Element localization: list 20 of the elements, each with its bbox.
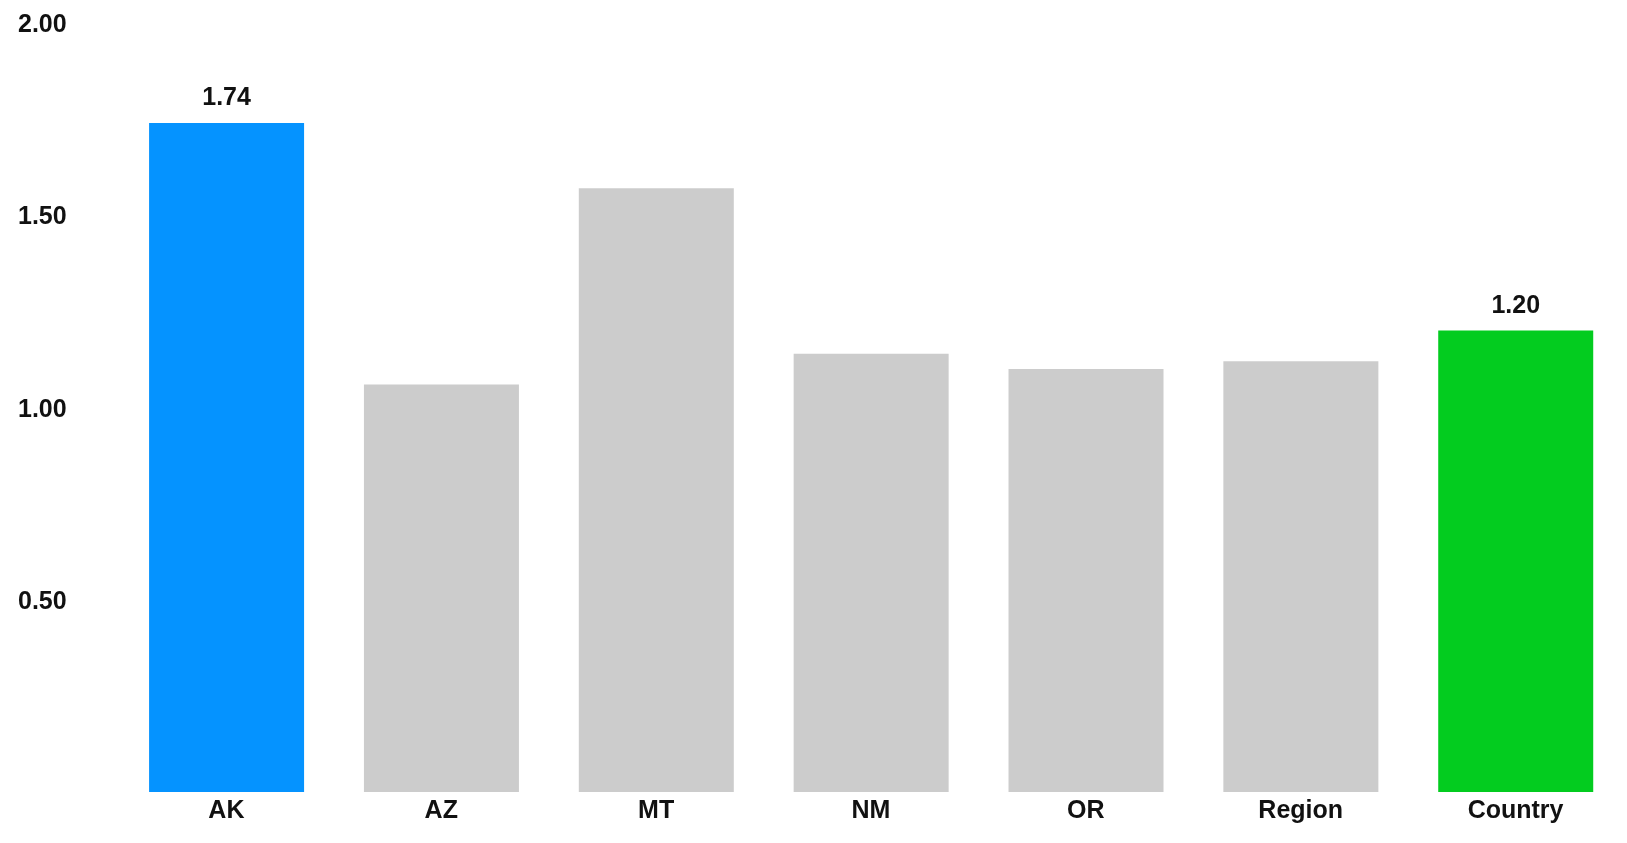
bar <box>363 384 519 792</box>
bar <box>149 122 305 792</box>
x-tick-label: AK <box>208 794 245 823</box>
bar <box>578 188 734 792</box>
x-tick-label: Country <box>1467 794 1564 823</box>
bar <box>1008 369 1164 792</box>
bar <box>793 353 949 792</box>
y-tick-label: 1.00 <box>18 393 67 422</box>
x-tick-label: Region <box>1258 794 1344 823</box>
data-label: 1.74 <box>202 81 251 110</box>
x-tick-label: NM <box>851 794 891 823</box>
bar <box>1438 330 1594 792</box>
data-label: 1.20 <box>1491 289 1541 318</box>
y-tick-label: 1.50 <box>18 201 67 230</box>
y-tick-label: 0.50 <box>18 585 67 614</box>
y-tick-label: 2.00 <box>18 9 67 37</box>
bar <box>1223 361 1379 792</box>
x-tick-label: MT <box>638 794 675 823</box>
x-tick-label: AZ <box>424 794 458 823</box>
x-tick-label: OR <box>1067 794 1105 823</box>
